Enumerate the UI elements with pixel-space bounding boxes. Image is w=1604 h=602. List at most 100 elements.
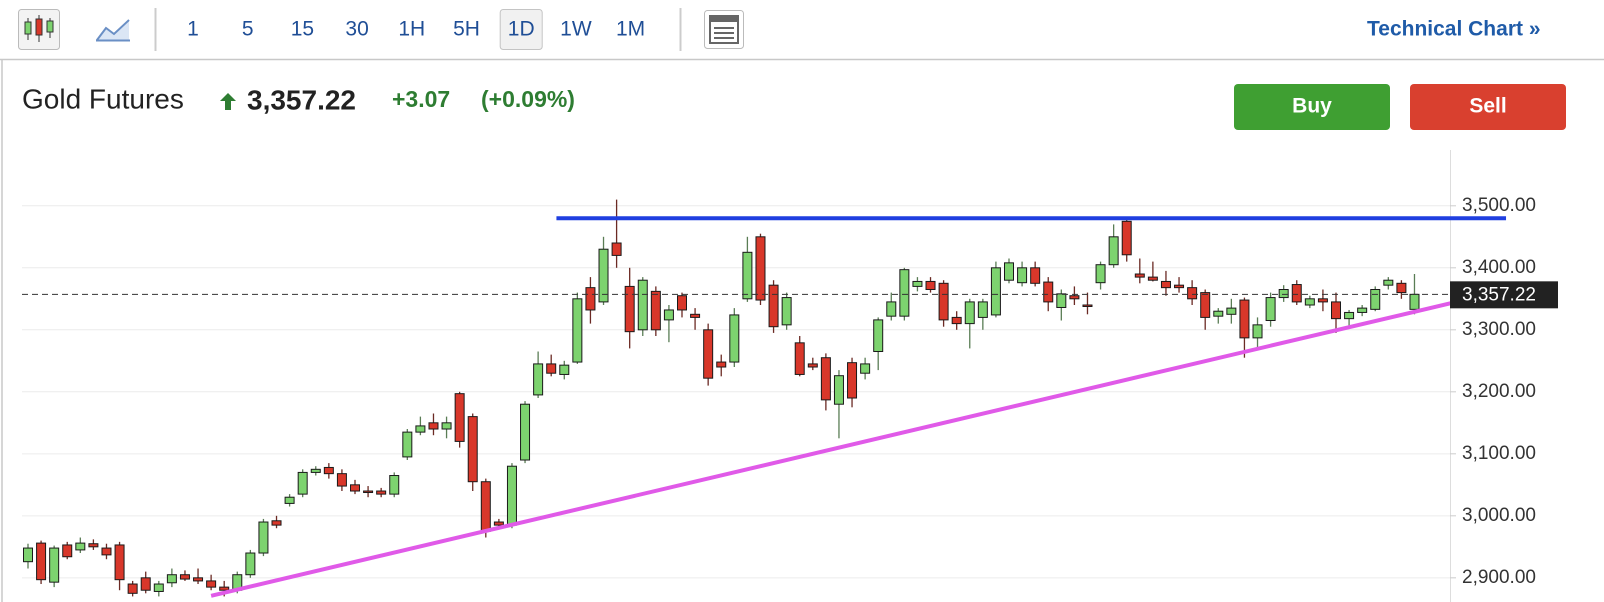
y-tick-label: 3,100.00 xyxy=(1462,443,1536,464)
interval-button[interactable]: 1M xyxy=(616,18,645,41)
candle-body xyxy=(140,577,151,591)
candle-body xyxy=(1317,298,1328,303)
candle-body xyxy=(101,547,112,556)
candle-body xyxy=(1160,280,1171,289)
last-price-box xyxy=(1450,281,1558,309)
candle-body xyxy=(310,468,321,473)
news-icon-button[interactable] xyxy=(704,10,744,49)
trendline xyxy=(210,293,1486,598)
candle-body xyxy=(402,431,413,458)
candle-body xyxy=(690,313,701,318)
candle-body xyxy=(807,363,818,368)
interval-group: 1 5 15 30 1H 5H 1D 1W 1M xyxy=(187,9,645,50)
overlay: 3,357.22 xyxy=(22,216,1558,598)
candle-body xyxy=(742,251,753,300)
candle-body xyxy=(193,577,204,582)
candle-body xyxy=(873,319,884,353)
last-price: 3,357.22 xyxy=(247,84,356,115)
candle-body xyxy=(49,547,60,583)
candle-body xyxy=(363,490,374,494)
candle-body xyxy=(1265,297,1276,322)
candle-body xyxy=(1017,267,1028,284)
interval-button[interactable]: 1W xyxy=(560,18,592,41)
candle-body xyxy=(1357,307,1368,313)
candle-body xyxy=(1200,292,1211,318)
interval-button[interactable]: 1H xyxy=(398,18,425,41)
candle-body xyxy=(938,282,949,321)
price-change: +3.07 xyxy=(392,86,450,112)
candle-body xyxy=(506,465,517,526)
candle-body xyxy=(323,466,334,475)
candle-body xyxy=(428,422,439,430)
candle-body xyxy=(1370,289,1381,310)
price-change-percent: (+0.09%) xyxy=(481,86,575,112)
candle-body xyxy=(899,269,910,317)
candle-body xyxy=(703,329,714,379)
y-tick-label: 3,500.00 xyxy=(1462,195,1536,216)
interval-button[interactable]: 5 xyxy=(242,18,254,41)
candle-body xyxy=(833,375,844,405)
buy-button[interactable]: Buy xyxy=(1234,84,1390,130)
candle-body xyxy=(716,361,727,368)
candle-body xyxy=(1056,293,1067,308)
y-tick-label: 3,200.00 xyxy=(1462,381,1536,402)
candle-body xyxy=(258,521,269,554)
candles xyxy=(23,199,1420,597)
grid: 2,900.00 3,000.00 3,100.00 3,200.00 3,300.00… xyxy=(22,195,1536,588)
candle-body xyxy=(480,481,491,532)
candle-body xyxy=(493,521,504,526)
candle-body xyxy=(1121,220,1132,256)
candle-body xyxy=(1383,279,1394,286)
candle-body xyxy=(624,285,635,333)
interval-button[interactable]: 1D xyxy=(508,18,535,41)
candle-body xyxy=(781,297,792,326)
candle-body xyxy=(336,473,347,487)
candle-body xyxy=(1278,289,1289,299)
y-tick-label: 2,900.00 xyxy=(1462,567,1536,588)
candle-body xyxy=(23,547,33,563)
candle-body xyxy=(1134,273,1145,278)
candle-icon-button[interactable] xyxy=(18,9,60,50)
candle-body xyxy=(179,574,190,580)
candle-body xyxy=(219,586,230,591)
candle-body xyxy=(454,393,465,442)
candle-body xyxy=(755,236,766,301)
candle-body xyxy=(297,471,308,495)
candle-body xyxy=(886,301,897,317)
candle-body xyxy=(1213,310,1224,317)
sell-label: Sell xyxy=(1469,95,1506,118)
candle-body xyxy=(389,475,400,495)
y-tick-label: 3,400.00 xyxy=(1462,257,1536,278)
candle-body xyxy=(1304,298,1315,306)
buy-label: Buy xyxy=(1292,95,1332,118)
candle-body xyxy=(153,583,164,592)
candle-body xyxy=(572,298,583,363)
candle-body xyxy=(350,484,360,492)
candle-body xyxy=(964,301,975,325)
candle-body xyxy=(663,309,674,321)
candle-body xyxy=(925,280,936,291)
candle-body xyxy=(847,362,858,399)
candle-body xyxy=(127,583,138,594)
technical-chart-link[interactable]: Technical Chart » xyxy=(1367,18,1541,41)
line-icon-button[interactable] xyxy=(96,19,130,42)
candle-body xyxy=(1004,262,1014,281)
interval-button[interactable]: 1 xyxy=(187,18,199,41)
candle-body xyxy=(598,248,609,303)
candle-body xyxy=(951,316,962,325)
candle-body xyxy=(520,403,531,461)
up-arrow-icon xyxy=(220,93,236,110)
sell-button[interactable]: Sell xyxy=(1410,84,1566,130)
candle-body xyxy=(36,542,47,581)
candle-body xyxy=(415,425,426,433)
candle-body xyxy=(284,496,295,504)
candle-body xyxy=(441,422,452,430)
candle-body xyxy=(1396,282,1407,294)
candle-body xyxy=(1082,304,1093,308)
interval-button[interactable]: 15 xyxy=(291,18,314,41)
interval-button[interactable]: 5H xyxy=(453,18,480,41)
candle-body xyxy=(75,542,86,551)
y-tick-label: 3,300.00 xyxy=(1462,319,1536,340)
interval-button[interactable]: 30 xyxy=(345,18,368,41)
